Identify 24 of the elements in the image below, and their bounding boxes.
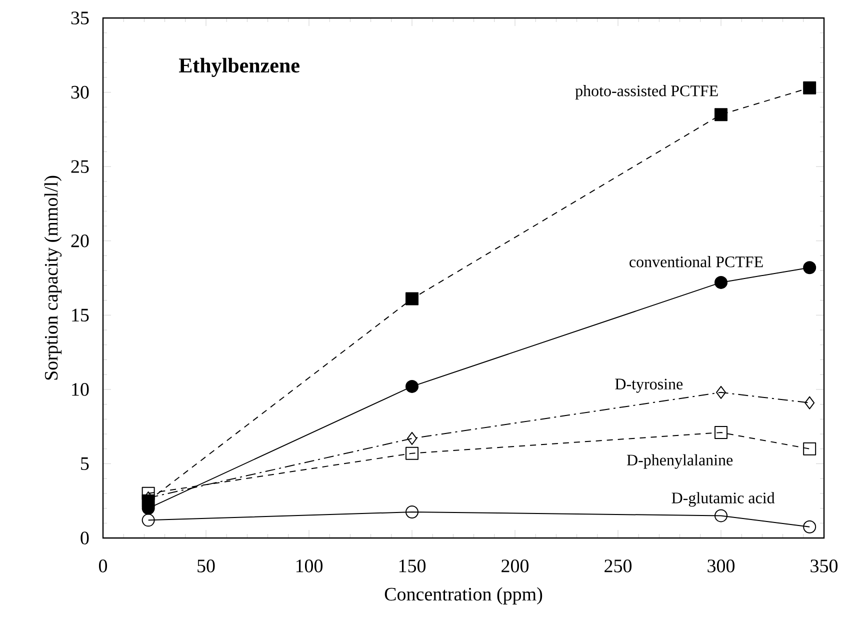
series-label: conventional PCTFE [630,256,763,268]
series-label: D-tyrosine [615,378,683,393]
x-tick-label: 250 [604,560,632,572]
x-tick-label: 100 [296,560,323,572]
y-tick-label: 10 [72,383,89,396]
series-label: photo-assisted PCTFE [575,85,718,100]
x-axis-title: Concentration (ppm) [384,587,542,604]
x-tick-label: 200 [502,560,529,572]
x-tick-label: 300 [708,560,735,572]
x-tick-label: 150 [399,560,426,572]
series-label: D-glutamic acid [672,492,775,507]
y-tick-label: 5 [81,457,89,470]
text: Ethylbenzene [179,58,300,77]
y-axis-title: Sorption capacity (mmol/l) [44,176,62,380]
y-tick-label: 30 [71,86,89,99]
y-tick-label: 15 [72,308,89,322]
y-tick-label: 20 [71,234,89,248]
y-tick-label: 35 [71,12,89,24]
series-label: D-phenylalanine [626,454,733,469]
y-tick-label: 0 [80,532,89,544]
y-tick-label: 25 [71,160,89,173]
x-tick-label: 350 [810,560,838,572]
x-tick-label: 0 [98,560,108,572]
x-tick-label: 50 [198,560,215,572]
